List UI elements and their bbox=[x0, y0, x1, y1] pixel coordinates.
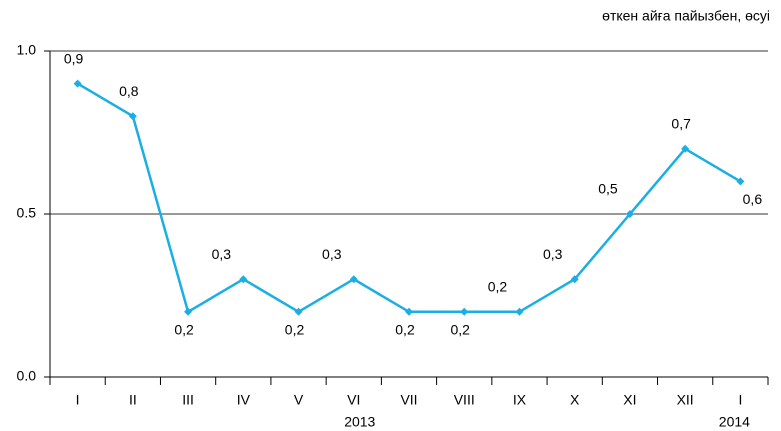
x-tick-label: X bbox=[570, 392, 580, 408]
x-tick-label: I bbox=[76, 392, 80, 408]
marker bbox=[460, 307, 469, 316]
value-label: 0,5 bbox=[598, 181, 618, 197]
marker bbox=[405, 307, 413, 316]
value-label: 0,3 bbox=[322, 246, 342, 262]
marker bbox=[349, 275, 358, 284]
series-line bbox=[76, 82, 742, 314]
value-label: 0,2 bbox=[285, 322, 305, 338]
year-label: 2014 bbox=[719, 414, 750, 430]
year-label: 2013 bbox=[344, 414, 375, 430]
marker bbox=[625, 210, 634, 218]
marker bbox=[294, 307, 303, 316]
marker bbox=[736, 177, 745, 186]
marker bbox=[73, 79, 82, 88]
marker bbox=[184, 307, 193, 316]
x-tick-label: IX bbox=[513, 392, 527, 408]
value-label: 0,2 bbox=[488, 279, 508, 295]
value-label: 0,9 bbox=[64, 50, 84, 66]
x-tick-label: V bbox=[294, 392, 304, 408]
value-label: 0,6 bbox=[743, 191, 763, 207]
marker bbox=[128, 112, 137, 121]
y-tick-label: 1.0 bbox=[17, 42, 37, 58]
x-tick-label: VIII bbox=[454, 392, 475, 408]
x-tick-label: VI bbox=[347, 392, 360, 408]
marker bbox=[515, 307, 524, 316]
x-tick-label: XII bbox=[677, 392, 694, 408]
value-label: 0,7 bbox=[671, 116, 691, 132]
value-label: 0,2 bbox=[450, 322, 470, 338]
y-tick-label: 0.0 bbox=[17, 368, 37, 384]
value-label: 0,3 bbox=[543, 246, 563, 262]
x-tick-label: III bbox=[182, 392, 194, 408]
annotation: өткен айға пайызбен, өсуі bbox=[602, 8, 770, 24]
value-label: 0,2 bbox=[174, 322, 194, 338]
value-label: 0,3 bbox=[212, 246, 232, 262]
value-label: 0,8 bbox=[119, 83, 139, 99]
value-label: 0,2 bbox=[395, 322, 415, 338]
x-tick-label: VII bbox=[400, 392, 417, 408]
x-tick-label: IV bbox=[237, 392, 251, 408]
x-tick-label: II bbox=[129, 392, 137, 408]
x-tick-label: I bbox=[738, 392, 742, 408]
marker bbox=[681, 144, 690, 153]
marker bbox=[239, 275, 248, 284]
x-tick-label: XI bbox=[623, 392, 636, 408]
y-tick-label: 0.5 bbox=[17, 205, 37, 221]
marker bbox=[570, 275, 579, 284]
